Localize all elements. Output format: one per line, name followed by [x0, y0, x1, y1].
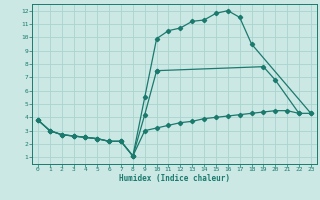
X-axis label: Humidex (Indice chaleur): Humidex (Indice chaleur): [119, 174, 230, 183]
